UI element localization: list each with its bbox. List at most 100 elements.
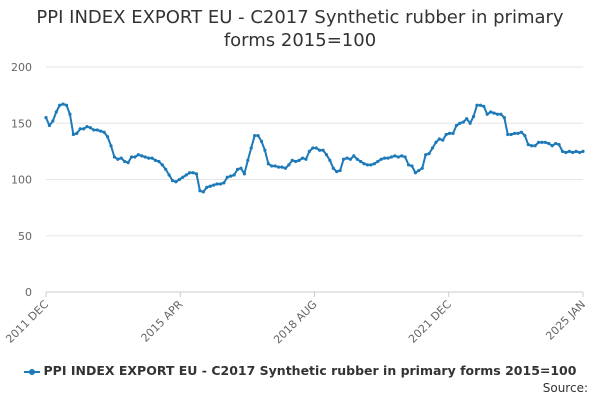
data-point[interactable] [160, 163, 164, 167]
data-point[interactable] [417, 168, 421, 173]
data-point[interactable] [328, 158, 332, 162]
data-point[interactable] [109, 144, 113, 148]
data-point[interactable] [92, 128, 96, 132]
data-point[interactable] [215, 182, 219, 186]
data-point[interactable] [270, 164, 274, 168]
data-point[interactable] [95, 128, 99, 132]
data-point[interactable] [273, 164, 277, 168]
data-point[interactable] [389, 155, 394, 159]
data-point[interactable] [194, 172, 199, 176]
data-point[interactable] [560, 149, 565, 153]
data-point[interactable] [126, 161, 130, 165]
data-point[interactable] [581, 149, 585, 153]
data-point[interactable] [280, 165, 284, 169]
data-point[interactable] [492, 111, 496, 115]
data-point[interactable] [205, 185, 209, 189]
data-point[interactable] [530, 144, 534, 148]
data-point[interactable] [102, 130, 106, 134]
data-point[interactable] [506, 132, 510, 137]
data-point[interactable] [133, 155, 137, 159]
data-point[interactable] [184, 173, 188, 177]
data-point[interactable] [263, 148, 267, 152]
data-point[interactable] [78, 127, 82, 131]
data-point[interactable] [441, 138, 445, 142]
data-point[interactable] [468, 121, 472, 125]
data-point[interactable] [372, 162, 376, 166]
data-point[interactable] [471, 114, 476, 119]
data-point[interactable] [212, 183, 216, 187]
data-point[interactable] [413, 171, 417, 175]
data-point[interactable] [516, 131, 520, 135]
data-point[interactable] [123, 159, 127, 164]
data-point[interactable] [410, 164, 414, 168]
data-point[interactable] [543, 140, 547, 144]
data-point[interactable] [324, 153, 329, 157]
data-point[interactable] [540, 140, 544, 144]
data-point[interactable] [362, 162, 366, 166]
data-point[interactable] [253, 134, 257, 138]
data-point[interactable] [239, 166, 243, 170]
data-point[interactable] [434, 140, 438, 144]
data-point[interactable] [482, 104, 486, 108]
data-point[interactable] [147, 156, 151, 160]
data-point[interactable] [458, 121, 462, 125]
data-point[interactable] [489, 110, 493, 114]
data-point[interactable] [526, 143, 530, 147]
data-point[interactable] [218, 182, 223, 186]
data-point[interactable] [287, 163, 291, 167]
data-point[interactable] [427, 152, 431, 156]
data-point[interactable] [143, 155, 147, 159]
data-point[interactable] [82, 127, 86, 131]
data-point[interactable] [314, 146, 318, 150]
data-point[interactable] [430, 146, 435, 150]
data-point[interactable] [61, 102, 65, 106]
data-point[interactable] [246, 158, 250, 162]
data-point[interactable] [64, 103, 69, 107]
data-point[interactable] [475, 103, 479, 107]
data-point[interactable] [451, 131, 455, 135]
data-point[interactable] [365, 163, 370, 167]
data-point[interactable] [153, 158, 158, 162]
data-point[interactable] [88, 126, 93, 130]
data-point[interactable] [222, 181, 226, 185]
data-point[interactable] [119, 156, 123, 160]
data-point[interactable] [444, 132, 448, 137]
data-point[interactable] [170, 179, 175, 183]
data-point[interactable] [198, 189, 202, 193]
data-point[interactable] [345, 156, 349, 160]
data-point[interactable] [396, 155, 400, 159]
legend[interactable]: PPI INDEX EXPORT EU - C2017 Synthetic ru… [0, 363, 600, 378]
data-point[interactable] [331, 166, 335, 170]
data-point[interactable] [51, 119, 55, 123]
data-point[interactable] [136, 153, 140, 157]
data-point[interactable] [71, 132, 75, 137]
data-point[interactable] [400, 154, 404, 158]
data-point[interactable] [461, 120, 465, 124]
data-point[interactable] [557, 143, 561, 147]
data-point[interactable] [54, 110, 58, 114]
data-point[interactable] [519, 130, 524, 134]
data-point[interactable] [352, 154, 356, 158]
data-point[interactable] [188, 171, 192, 175]
data-point[interactable] [485, 112, 489, 116]
data-point[interactable] [355, 157, 359, 161]
data-point[interactable] [567, 149, 571, 153]
data-point[interactable] [499, 112, 503, 116]
data-point[interactable] [157, 159, 161, 164]
data-point[interactable] [47, 123, 52, 128]
data-point[interactable] [58, 103, 62, 107]
data-point[interactable] [574, 149, 578, 153]
data-point[interactable] [256, 134, 260, 138]
data-point[interactable] [232, 173, 236, 177]
data-point[interactable] [321, 148, 325, 152]
data-point[interactable] [564, 150, 568, 155]
data-point[interactable] [454, 123, 459, 128]
data-point[interactable] [550, 144, 554, 148]
data-point[interactable] [533, 144, 537, 148]
data-point[interactable] [386, 156, 390, 160]
data-point[interactable] [448, 131, 452, 135]
data-point[interactable] [276, 165, 281, 169]
data-point[interactable] [547, 141, 551, 146]
data-point[interactable] [259, 139, 264, 143]
data-point[interactable] [294, 159, 298, 164]
